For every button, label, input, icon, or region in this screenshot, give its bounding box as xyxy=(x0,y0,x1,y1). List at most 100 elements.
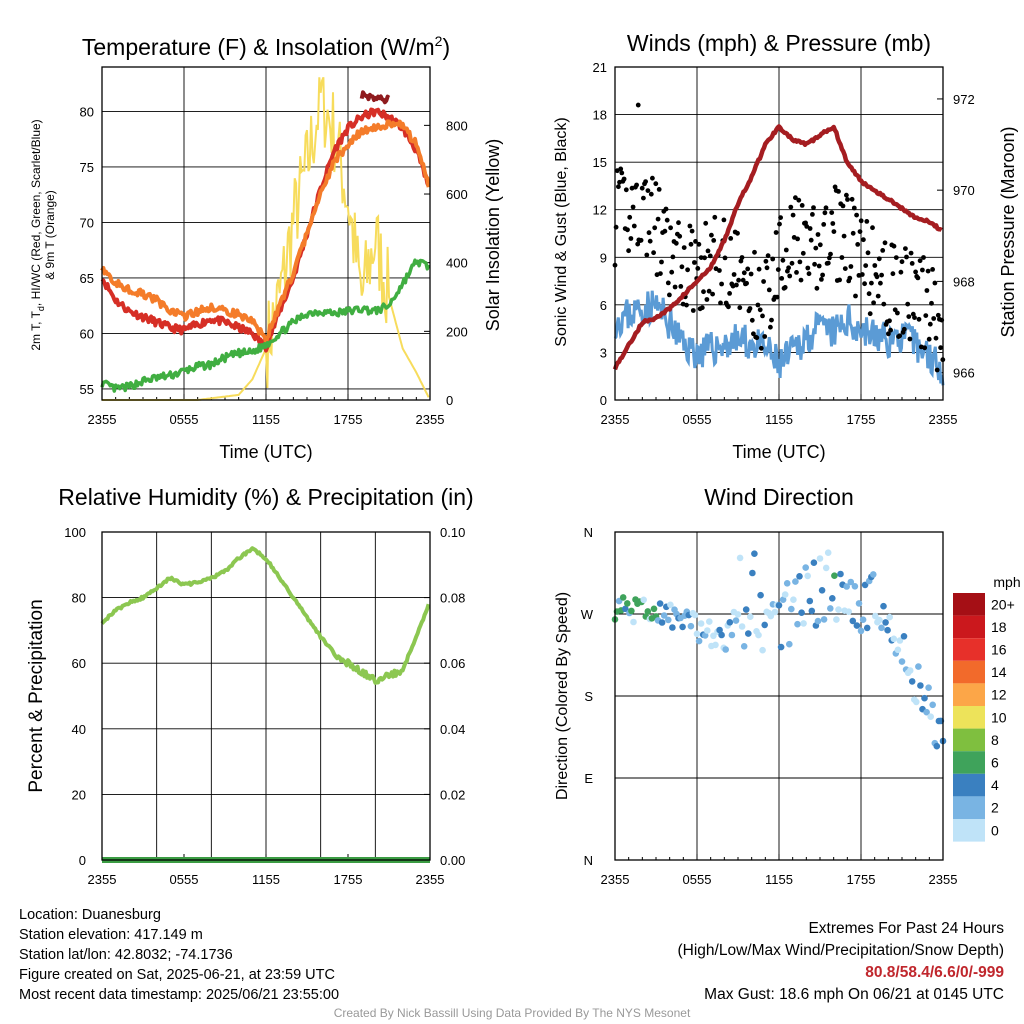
gust-point xyxy=(778,215,783,221)
gust-point xyxy=(726,304,731,310)
direction-point xyxy=(656,600,664,607)
rh-ylabel: Percent & Precipitation xyxy=(26,599,47,792)
gust-point xyxy=(887,318,892,324)
gust-point xyxy=(709,232,714,238)
gust-point xyxy=(904,254,909,260)
gust-point xyxy=(829,210,835,216)
gust-point xyxy=(858,218,864,224)
wind-x-tick: 1755 xyxy=(847,412,876,427)
precip-y-tick: 0.02 xyxy=(440,787,465,802)
gust-point xyxy=(934,367,940,373)
gust-point xyxy=(766,287,772,293)
plot-border xyxy=(101,66,431,401)
precip-y-tick: 0.10 xyxy=(440,525,465,540)
temp-series-1 xyxy=(100,119,431,345)
gust-point xyxy=(635,241,641,247)
gust-point xyxy=(780,257,786,263)
temp-y-tick: 65 xyxy=(80,271,94,286)
gust-point xyxy=(747,306,753,311)
plot-border xyxy=(101,531,431,861)
gust-point xyxy=(737,305,743,311)
gust-point xyxy=(916,316,922,322)
gust-point xyxy=(929,300,934,306)
humidity-line xyxy=(100,546,431,685)
direction-point xyxy=(810,559,818,566)
direction-point xyxy=(695,637,703,645)
gust-point xyxy=(865,250,871,256)
gust-point xyxy=(628,236,634,241)
pressure-line xyxy=(612,124,943,371)
direction-point xyxy=(687,622,695,630)
wdir-x-tick: 2355 xyxy=(601,872,630,887)
legend-swatch xyxy=(953,773,985,797)
gust-point xyxy=(844,192,849,198)
gust-point xyxy=(915,275,921,281)
direction-point xyxy=(827,605,834,612)
gust-point xyxy=(619,170,625,176)
direction-point xyxy=(644,608,652,615)
direction-point xyxy=(890,635,898,643)
gust-point xyxy=(623,187,629,193)
wind-pressure-plot: 0 3 6 9 12 15 18 21 966 968 970 972 2355 0555 1155 1755… xyxy=(593,60,975,427)
gust-point xyxy=(845,197,850,202)
direction-point xyxy=(814,617,822,625)
legend-label: 4 xyxy=(991,777,999,793)
gust-point xyxy=(895,310,900,316)
gust-point xyxy=(758,345,764,351)
gust-point xyxy=(648,191,654,197)
gust-point xyxy=(755,302,761,308)
direction-point xyxy=(665,616,672,624)
gust-point xyxy=(878,280,883,286)
direction-point xyxy=(884,626,891,634)
gust-point xyxy=(876,256,882,262)
direction-point xyxy=(734,611,742,618)
gust-point xyxy=(641,195,646,201)
gust-point xyxy=(837,277,842,283)
gust-point xyxy=(770,256,776,262)
gust-point xyxy=(822,210,828,216)
gust-point xyxy=(616,184,621,190)
insolation-y-tick: 400 xyxy=(446,256,468,271)
direction-point xyxy=(878,624,885,632)
direction-point xyxy=(706,618,713,625)
wind-y2label: Station Pressure (Maroon) xyxy=(998,126,1018,337)
direction-point xyxy=(886,613,893,621)
gust-point xyxy=(741,270,747,276)
gust-point xyxy=(663,206,669,212)
direction-point xyxy=(786,640,793,648)
extremes-title: Extremes For Past 24 Hours xyxy=(808,920,1004,937)
gust-point xyxy=(899,259,905,265)
direction-point xyxy=(775,602,783,609)
direction-point xyxy=(898,658,906,665)
legend-label: 6 xyxy=(991,755,999,771)
rh-x-tick: 2355 xyxy=(416,872,445,887)
gust-point xyxy=(644,252,650,258)
direction-point xyxy=(835,606,842,613)
direction-point xyxy=(640,596,647,604)
temp-y2label: Solar Insolation (Yellow) xyxy=(483,139,503,331)
direction-point xyxy=(829,595,836,602)
direction-point xyxy=(796,573,803,580)
direction-point xyxy=(800,620,807,627)
gust-point xyxy=(745,266,751,272)
direction-point xyxy=(863,624,871,632)
direction-point xyxy=(915,663,922,670)
gust-point xyxy=(775,267,781,272)
direction-point xyxy=(722,646,729,653)
direction-point xyxy=(849,617,857,625)
pressure-y-tick: 968 xyxy=(953,274,975,289)
precip-y-tick: 0.08 xyxy=(440,591,465,606)
gust-point xyxy=(790,212,796,218)
gust-point xyxy=(882,240,888,246)
gust-point xyxy=(727,291,732,296)
wind-y-tick: 21 xyxy=(593,60,607,75)
legend-label: 14 xyxy=(991,664,1007,680)
gust-point xyxy=(863,263,869,268)
rh-panel-title: Relative Humidity (%) & Precipitation (i… xyxy=(58,484,473,510)
gust-point xyxy=(638,237,644,243)
gust-point xyxy=(906,314,912,319)
gust-point xyxy=(676,220,681,226)
direction-point xyxy=(658,619,666,626)
gust-point xyxy=(664,217,670,223)
